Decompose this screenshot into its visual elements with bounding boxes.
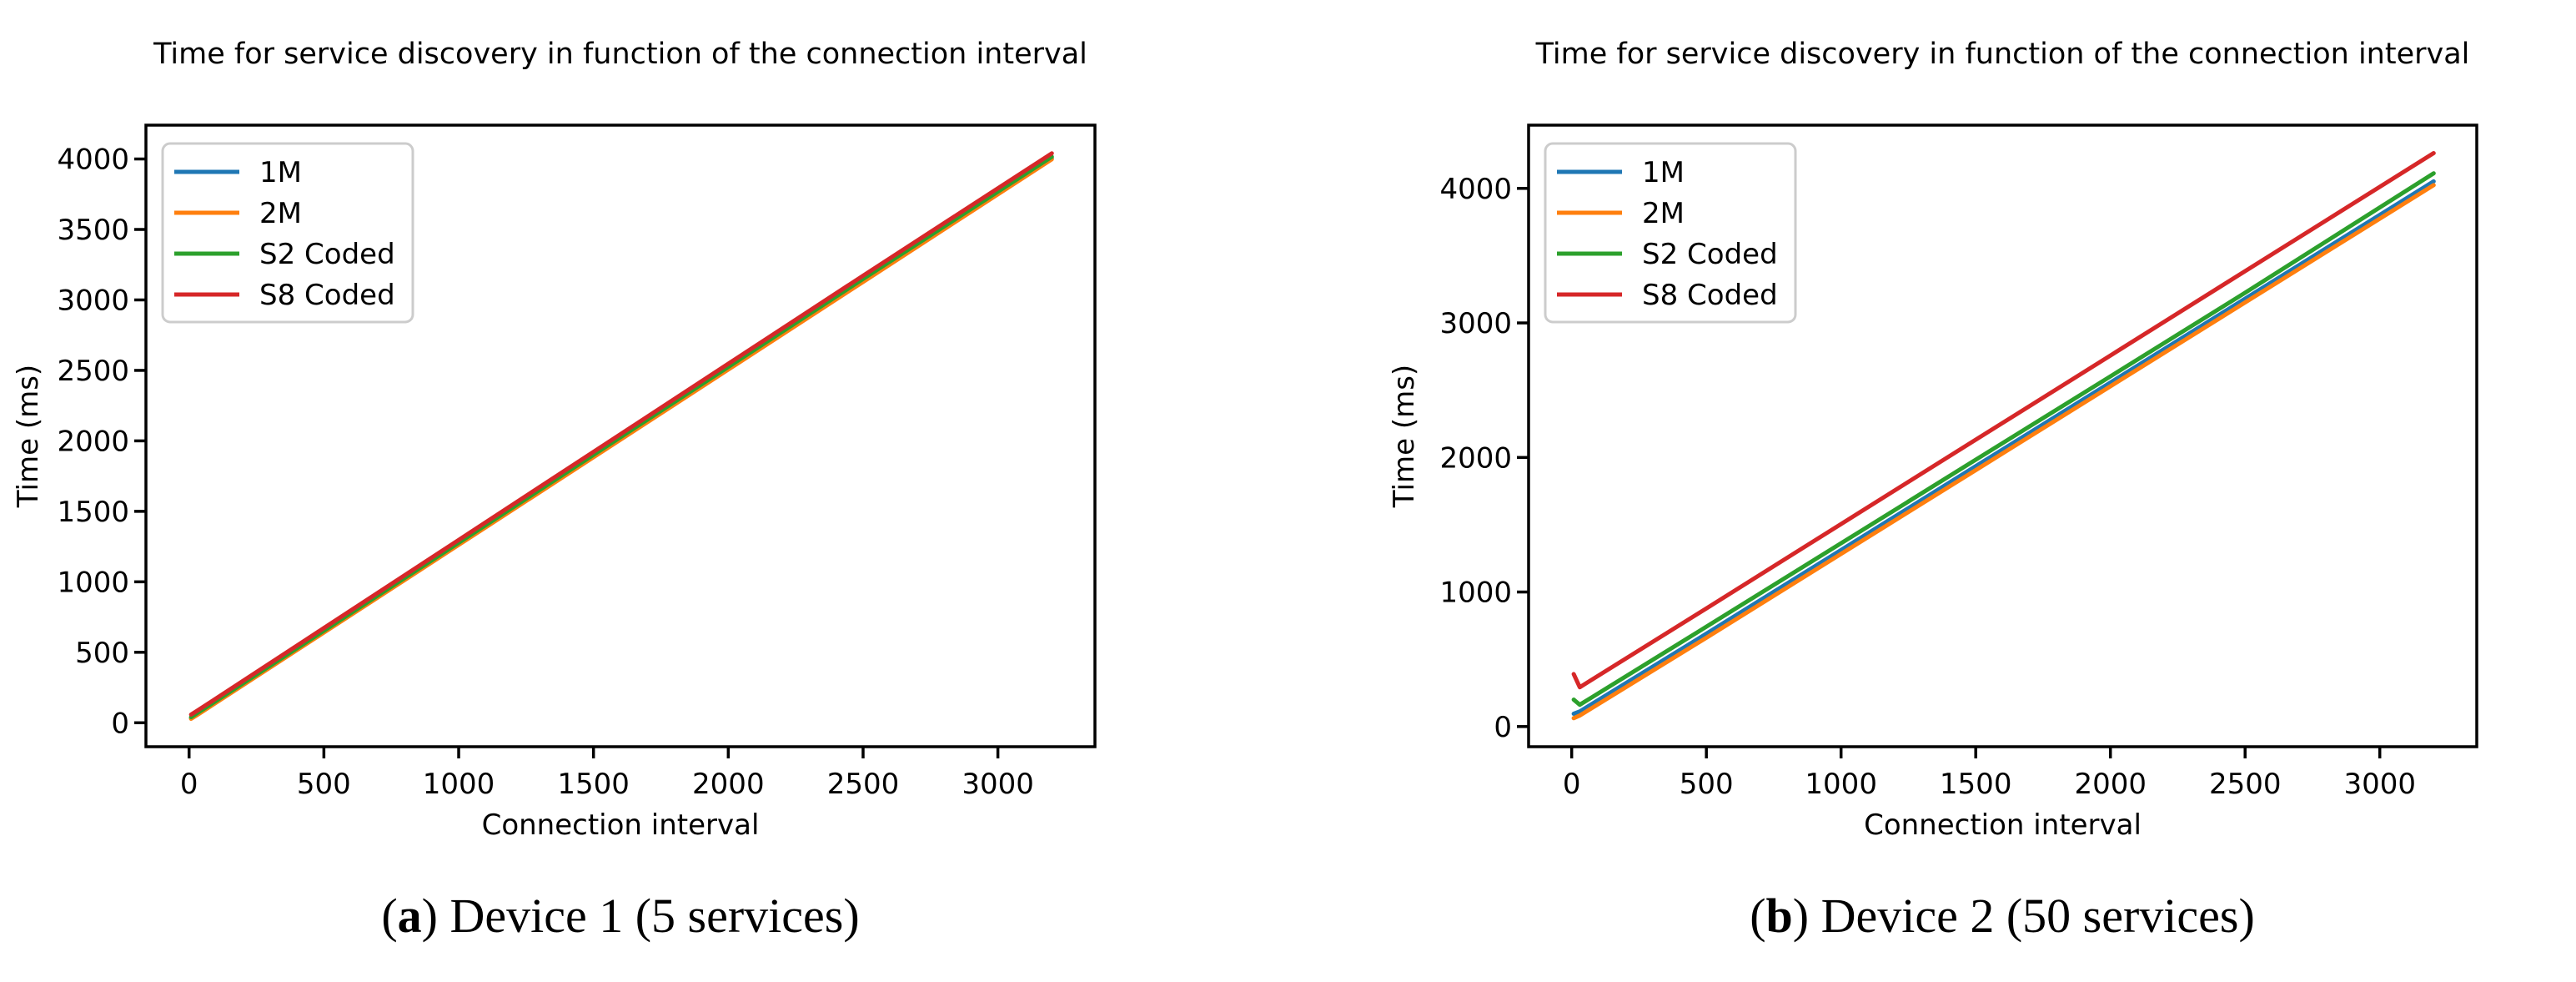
legend-item: S8 Coded	[174, 279, 395, 312]
y-tick-label: 1000	[57, 566, 129, 599]
legend-label: 1M	[259, 156, 302, 189]
y-tick-label: 0	[111, 707, 129, 740]
x-tick-label: 2500	[827, 768, 900, 801]
x-tick-label: 2000	[692, 768, 765, 801]
line-chart-device-1: Time for service discovery in function o…	[12, 38, 1097, 842]
line-chart-device-2: Time for service discovery in function o…	[1388, 38, 2478, 842]
plot-border	[1527, 123, 2478, 748]
x-tick-label: 500	[297, 768, 351, 801]
caption-b: (b) Device 2 (50 services)	[1750, 888, 2255, 944]
legend-label: S8 Coded	[1642, 279, 1778, 312]
y-tick-label: 2500	[57, 355, 129, 388]
series-line-s8-coded	[188, 151, 1054, 717]
legend: 1M 2M S2 Coded S8 Coded	[161, 142, 414, 324]
legend-label: 1M	[1642, 156, 1685, 189]
caption-a: (a) Device 1 (5 services)	[381, 888, 859, 944]
legend-item: 2M	[1557, 197, 1685, 230]
legend: 1M 2M S2 Coded S8 Coded	[1544, 142, 1797, 324]
legend-item: 1M	[1557, 156, 1685, 189]
x-tick-label: 1000	[1805, 768, 1877, 801]
legend-label: S8 Coded	[259, 279, 395, 312]
x-tick-label: 1500	[1940, 768, 2012, 801]
legend-label: 2M	[1642, 197, 1685, 230]
chart-title: Time for service discovery in function o…	[1535, 38, 2470, 71]
y-axis-label: Time (ms)	[12, 365, 45, 508]
legend-label: S2 Coded	[259, 238, 395, 271]
caption-open-paren: (	[381, 889, 398, 943]
y-tick-label: 4000	[1439, 173, 1512, 206]
y-tick-label: 4000	[57, 144, 129, 177]
plot-border	[144, 123, 1097, 748]
x-tick-label: 2500	[2209, 768, 2282, 801]
legend-item: S8 Coded	[1557, 279, 1778, 312]
y-tick-label: 2000	[1439, 441, 1512, 475]
x-tick-label: 3000	[962, 768, 1034, 801]
x-axis-label: Connection interval	[482, 808, 760, 842]
y-tick-label: 3000	[1439, 307, 1512, 340]
legend-label: 2M	[259, 197, 302, 230]
caption-text: Device 2 (50 services)	[1809, 889, 2255, 943]
x-tick-label: 500	[1680, 768, 1734, 801]
series-line-1m	[1571, 179, 2436, 716]
y-tick-label: 3000	[57, 284, 129, 317]
x-tick-label: 2000	[2074, 768, 2147, 801]
legend-item: S2 Coded	[174, 238, 395, 271]
x-tick-label: 1000	[423, 768, 495, 801]
x-tick-label: 1500	[557, 768, 630, 801]
y-tick-label: 2000	[57, 425, 129, 458]
caption-close-paren: )	[1792, 889, 1810, 943]
legend-label: S2 Coded	[1642, 238, 1778, 271]
series-line-2m	[1571, 183, 2436, 721]
y-axis-label: Time (ms)	[1388, 365, 1421, 508]
chart-title: Time for service discovery in function o…	[153, 38, 1087, 71]
series-line-s2-coded	[1571, 171, 2436, 708]
y-tick-label: 500	[75, 637, 129, 670]
legend-item: S2 Coded	[1557, 238, 1778, 271]
x-tick-label: 0	[1563, 768, 1581, 801]
x-tick-label: 3000	[2343, 768, 2416, 801]
y-tick-label: 3500	[57, 214, 129, 247]
legend-box	[1544, 142, 1797, 324]
x-tick-label: 0	[180, 768, 198, 801]
x-axis-label: Connection interval	[1864, 808, 2142, 842]
caption-text: Device 1 (5 services)	[437, 889, 860, 943]
y-tick-label: 1500	[57, 496, 129, 529]
y-tick-label: 0	[1494, 711, 1512, 744]
series-line-s8-coded	[1571, 151, 2436, 690]
legend-item: 2M	[174, 197, 302, 230]
y-tick-label: 1000	[1439, 577, 1512, 610]
legend-item: 1M	[174, 156, 302, 189]
legend-box	[161, 142, 414, 324]
caption-open-paren: (	[1750, 889, 1766, 943]
caption-marker: a	[397, 889, 422, 943]
caption-close-paren: )	[421, 889, 438, 943]
caption-marker: b	[1765, 889, 1793, 943]
